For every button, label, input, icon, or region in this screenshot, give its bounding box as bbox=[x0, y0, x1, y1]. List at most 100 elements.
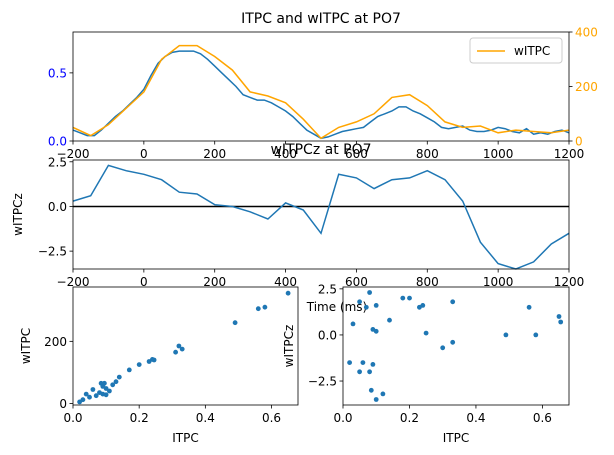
x-tick-label: 400 bbox=[274, 275, 297, 289]
legend-label-witpc: wITPC bbox=[514, 44, 550, 58]
scatter-point bbox=[103, 392, 109, 398]
x-tick-label: 800 bbox=[416, 275, 439, 289]
scatter-point bbox=[87, 394, 92, 400]
scatter-point bbox=[367, 290, 372, 295]
scatter-point bbox=[136, 362, 142, 367]
x-tick-label: 1200 bbox=[554, 275, 585, 289]
scatter-point bbox=[370, 362, 376, 367]
x-axis-label: ITPC bbox=[172, 431, 198, 445]
scatter-point bbox=[113, 379, 119, 385]
x-tick-label: 0.0 bbox=[333, 411, 352, 425]
x-tick-label: 0 bbox=[140, 275, 148, 289]
chart-title: wITPCz at PO7 bbox=[270, 142, 371, 158]
y-axis-label: wITPCz bbox=[282, 325, 296, 368]
x-tick-label: 0.6 bbox=[262, 411, 281, 425]
scatter-point bbox=[151, 357, 157, 363]
x-tick-label: 0.2 bbox=[400, 411, 419, 425]
x-tick-label: 600 bbox=[345, 147, 368, 161]
y-tick-label-right: 0 bbox=[575, 135, 583, 149]
scatter-point bbox=[440, 345, 446, 351]
scatter-point bbox=[176, 343, 182, 349]
scatter-point bbox=[373, 328, 379, 334]
scatter-point bbox=[407, 295, 412, 301]
x-axis-label: ITPC bbox=[443, 431, 469, 445]
x-tick-label: 600 bbox=[345, 275, 368, 289]
axes-frame bbox=[342, 286, 570, 406]
axes-frame bbox=[72, 286, 299, 406]
x-tick-label: 0 bbox=[140, 147, 148, 161]
series-line-witpcz bbox=[72, 164, 570, 270]
scatter-point bbox=[173, 349, 179, 355]
y-tick-label-right: 200 bbox=[575, 80, 598, 94]
scatter-point bbox=[373, 303, 379, 308]
scatter-point bbox=[90, 387, 96, 392]
scatter-point bbox=[102, 380, 107, 386]
y-tick-label-left: 0.5 bbox=[48, 66, 67, 80]
x-tick-label: 400 bbox=[274, 147, 297, 161]
y-tick-label: −2.5 bbox=[38, 245, 67, 259]
scatter-point bbox=[387, 317, 392, 323]
scatter-point bbox=[107, 388, 112, 394]
x-tick-label: 0.6 bbox=[533, 411, 552, 425]
x-axis-label: Time (ms) bbox=[306, 300, 368, 314]
y-tick-label: 2.5 bbox=[48, 155, 67, 169]
scatter-point bbox=[110, 382, 116, 388]
scatter-point bbox=[80, 397, 86, 403]
scatter-point bbox=[368, 387, 374, 393]
y-axis-label: wITPCz bbox=[11, 193, 25, 236]
y-tick-label: 0 bbox=[59, 397, 67, 411]
scatter-point bbox=[116, 374, 122, 380]
scatter-point bbox=[83, 391, 89, 397]
y-tick-label-right: 400 bbox=[575, 26, 598, 40]
scatter-point bbox=[357, 299, 362, 305]
scatter-point bbox=[350, 321, 356, 327]
scatter-point bbox=[179, 346, 185, 352]
scatter-point bbox=[373, 397, 379, 402]
x-tick-label: −200 bbox=[57, 275, 90, 289]
scatter-point bbox=[450, 339, 456, 345]
scatter-point bbox=[367, 369, 372, 375]
plot-itpc-witpc: −200 0 200 400 600 800 1000 1200 0.0 0.5 0 200 400 IT… bbox=[48, 11, 598, 161]
scatter-point bbox=[556, 314, 562, 319]
x-tick-label: −200 bbox=[57, 147, 90, 161]
x-tick-label: 800 bbox=[416, 147, 439, 161]
y-tick-label: −2.5 bbox=[308, 375, 337, 389]
legend-frame bbox=[469, 37, 563, 64]
axes-frame bbox=[72, 159, 570, 270]
scatter-point bbox=[285, 290, 291, 296]
legend: wITPC bbox=[469, 37, 563, 64]
scatter-point bbox=[558, 319, 564, 325]
scatter-point bbox=[93, 393, 99, 399]
scatter-point bbox=[380, 391, 386, 397]
x-tick-label: 0.2 bbox=[130, 411, 149, 425]
scatter-point bbox=[503, 332, 509, 338]
x-tick-label: 1000 bbox=[483, 147, 514, 161]
scatter-point bbox=[255, 306, 261, 312]
y-tick-label-left: 0.0 bbox=[48, 135, 67, 149]
scatter-point bbox=[363, 304, 369, 310]
y-tick-label: 200 bbox=[44, 335, 67, 349]
scatter-point bbox=[400, 295, 406, 301]
scatter-point bbox=[232, 320, 238, 326]
x-tick-label: 0.0 bbox=[63, 411, 82, 425]
y-axis-label: wITPC bbox=[19, 328, 33, 364]
scatter-point bbox=[450, 299, 456, 305]
scatter-point bbox=[423, 330, 429, 336]
scatter-point bbox=[262, 304, 268, 310]
x-tick-label: 1000 bbox=[483, 275, 514, 289]
x-tick-label: 0.4 bbox=[196, 411, 215, 425]
x-tick-label: 200 bbox=[203, 147, 226, 161]
plot-scatter-itpc-witpc: 0.0 0.2 0.4 0.6 0 200 ITPC wITPC bbox=[19, 286, 299, 445]
y-tick-label: 0.0 bbox=[318, 328, 337, 342]
scatter-point bbox=[533, 332, 539, 338]
scatter-point bbox=[360, 360, 366, 365]
plot-scatter-itpc-witpcz: 0.0 0.2 0.4 0.6 2.5 0.0 −2.5 ITPC wITPCz bbox=[282, 282, 570, 445]
x-tick-label: 200 bbox=[203, 275, 226, 289]
scatter-point bbox=[357, 369, 362, 375]
plot-witpcz: −200 0 200 400 600 800 1000 1200 2.5 0.0 −2.5 wITPC… bbox=[11, 142, 584, 314]
x-tick-label: 0.4 bbox=[466, 411, 485, 425]
x-tick-label: 1200 bbox=[554, 147, 585, 161]
scatter-point bbox=[526, 304, 532, 310]
y-tick-label: 0.0 bbox=[48, 200, 67, 214]
